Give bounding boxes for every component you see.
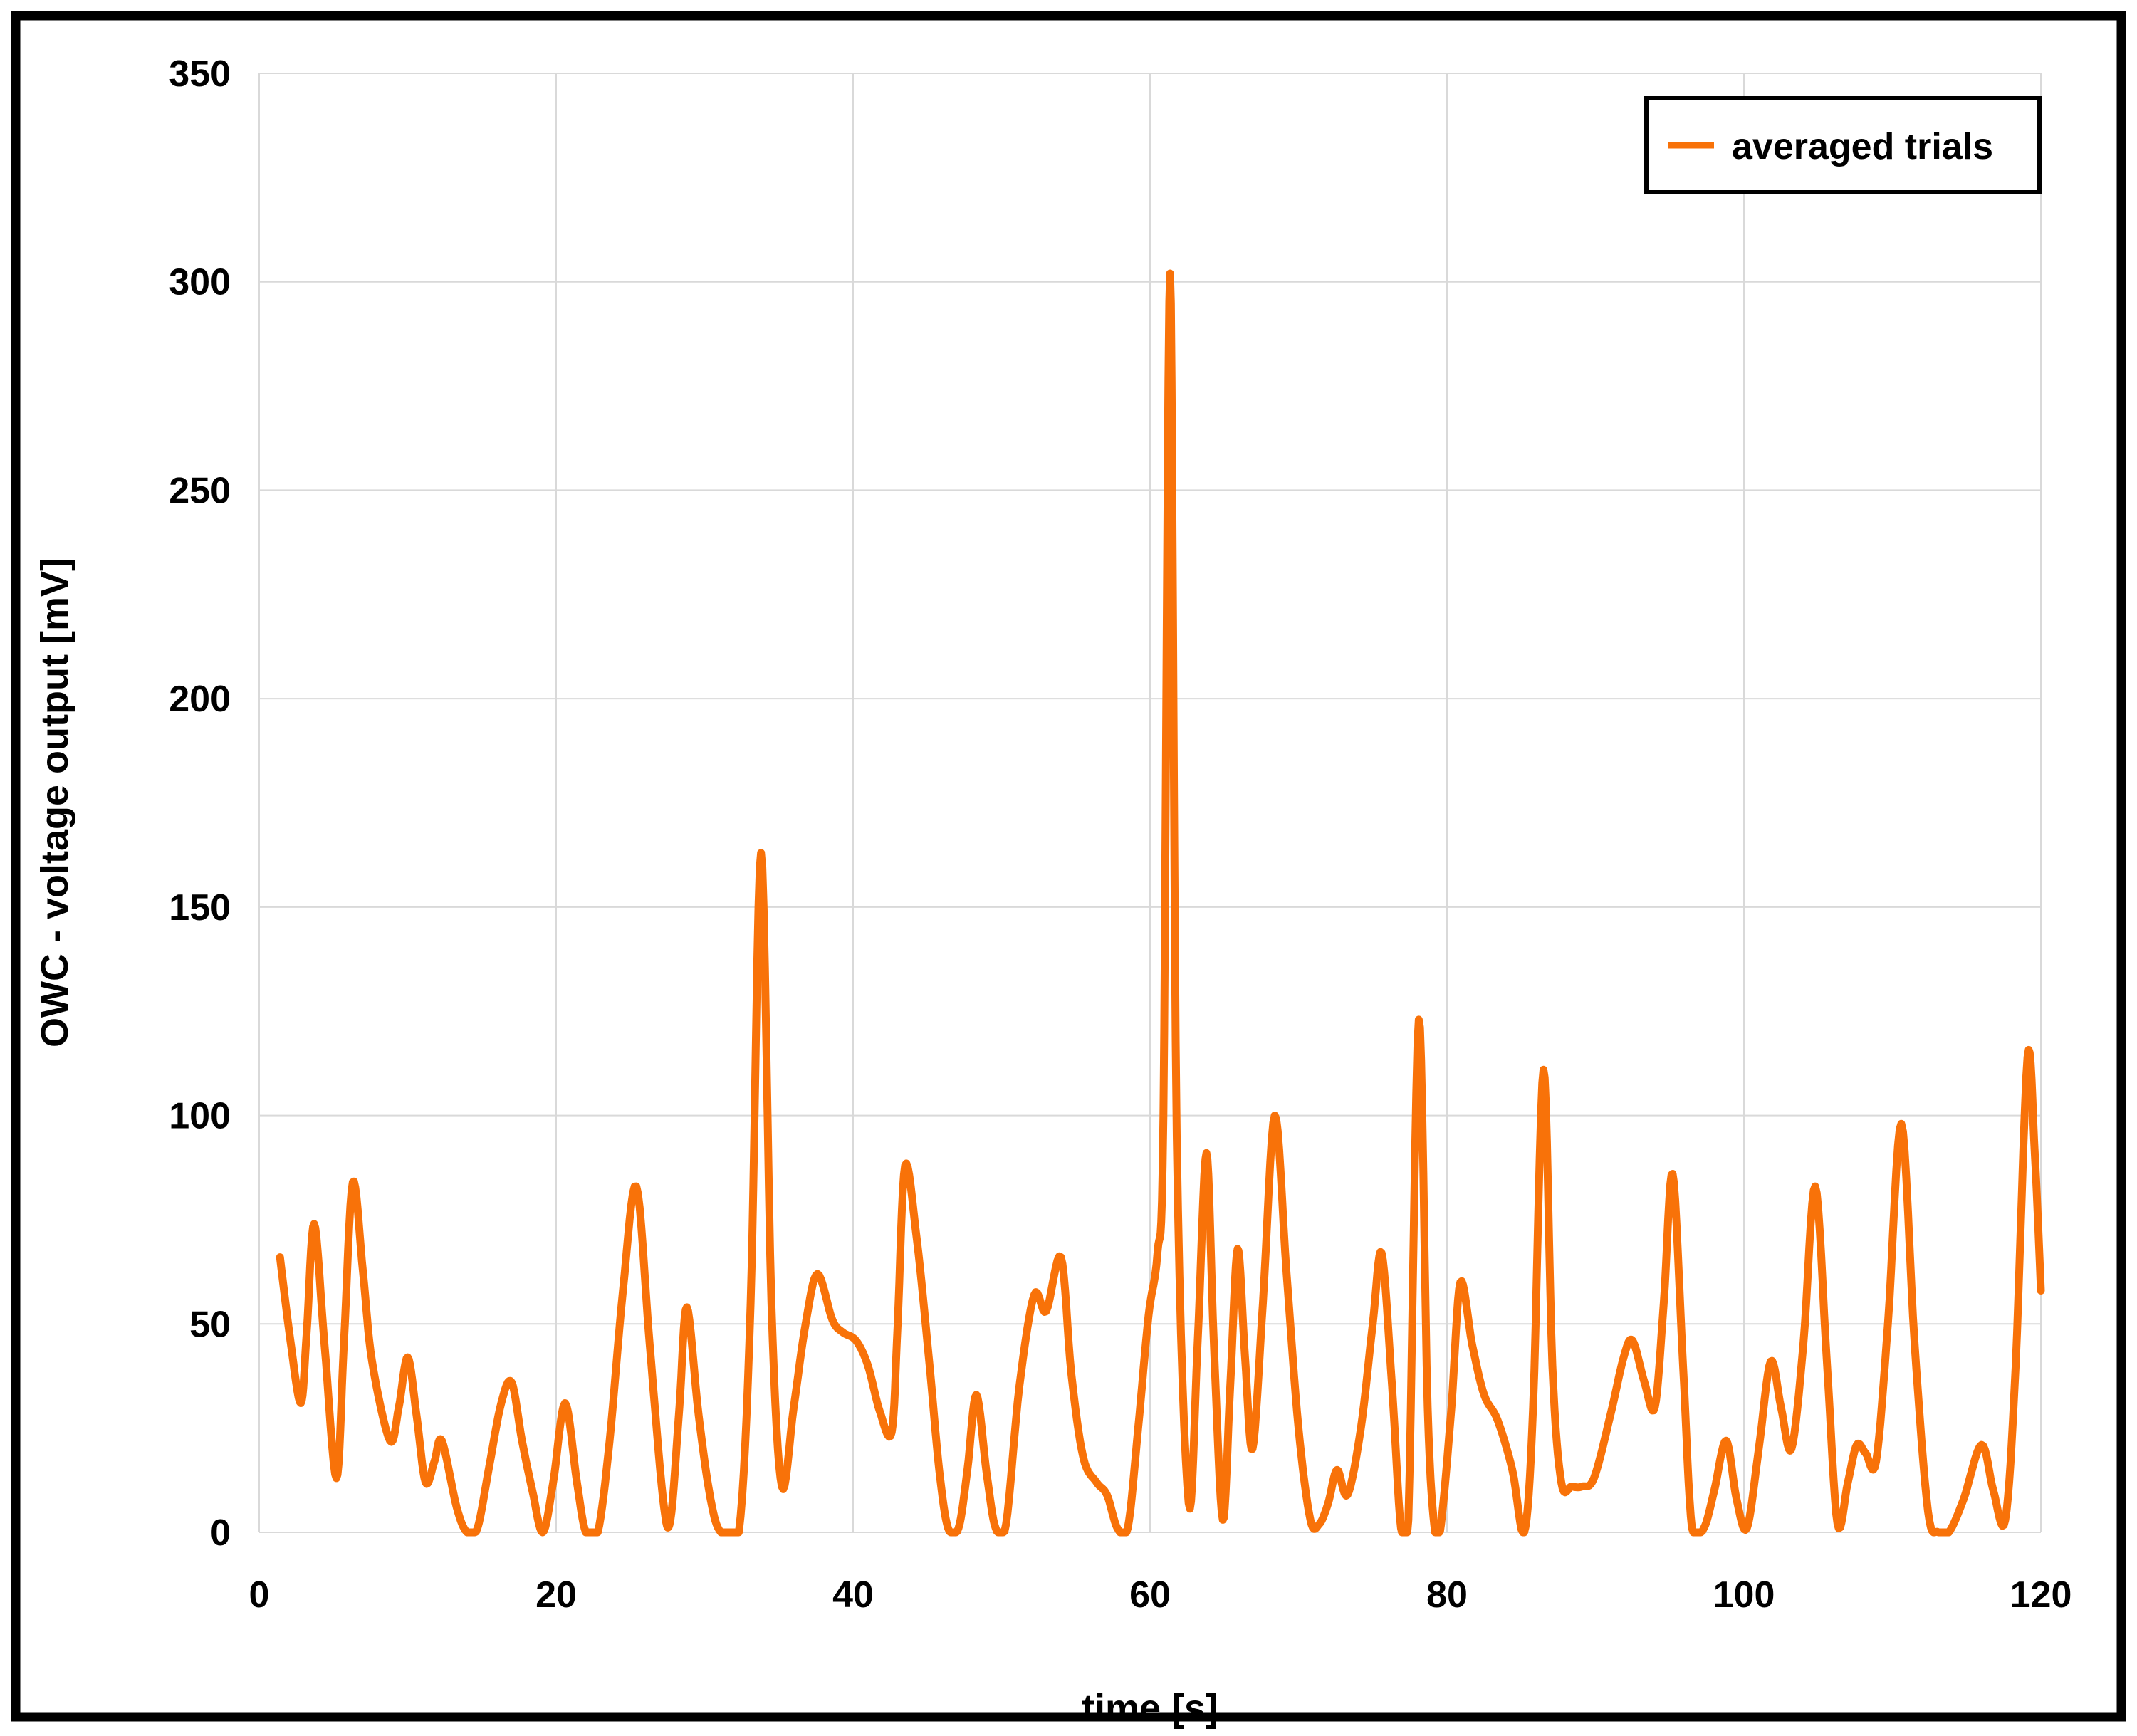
tick-layer: 0 20 40 60 80 100 120 0 50 100 150 200 250 300 350 xyxy=(169,53,2071,1616)
series-layer xyxy=(276,269,2045,1537)
legend: averaged trials xyxy=(1644,96,2042,194)
y-tick-label: 250 xyxy=(169,470,231,511)
x-tick-label: 20 xyxy=(535,1574,577,1616)
figure-border xyxy=(11,11,2126,1722)
x-tick-label: 60 xyxy=(1129,1574,1171,1616)
x-tick-label: 0 xyxy=(249,1574,270,1616)
y-tick-label: 0 xyxy=(210,1512,231,1554)
x-tick-label: 100 xyxy=(1713,1574,1775,1616)
y-axis-title: OWC - voltage output [mV] xyxy=(33,558,76,1047)
y-tick-label: 350 xyxy=(169,53,231,95)
x-tick-label: 80 xyxy=(1426,1574,1468,1616)
y-tick-label: 200 xyxy=(169,679,231,720)
y-tick-label: 300 xyxy=(169,262,231,303)
grid-layer xyxy=(258,73,2042,1533)
y-tick-label: 50 xyxy=(189,1304,231,1345)
series-line-averaged-trials xyxy=(276,269,2045,1537)
legend-label: averaged trials xyxy=(1732,126,1993,167)
x-tick-label: 120 xyxy=(2010,1574,2072,1616)
y-tick-label: 100 xyxy=(169,1096,231,1137)
x-axis-title: time [s] xyxy=(1082,1687,1218,1730)
y-tick-label: 150 xyxy=(169,887,231,929)
x-tick-label: 40 xyxy=(832,1574,874,1616)
